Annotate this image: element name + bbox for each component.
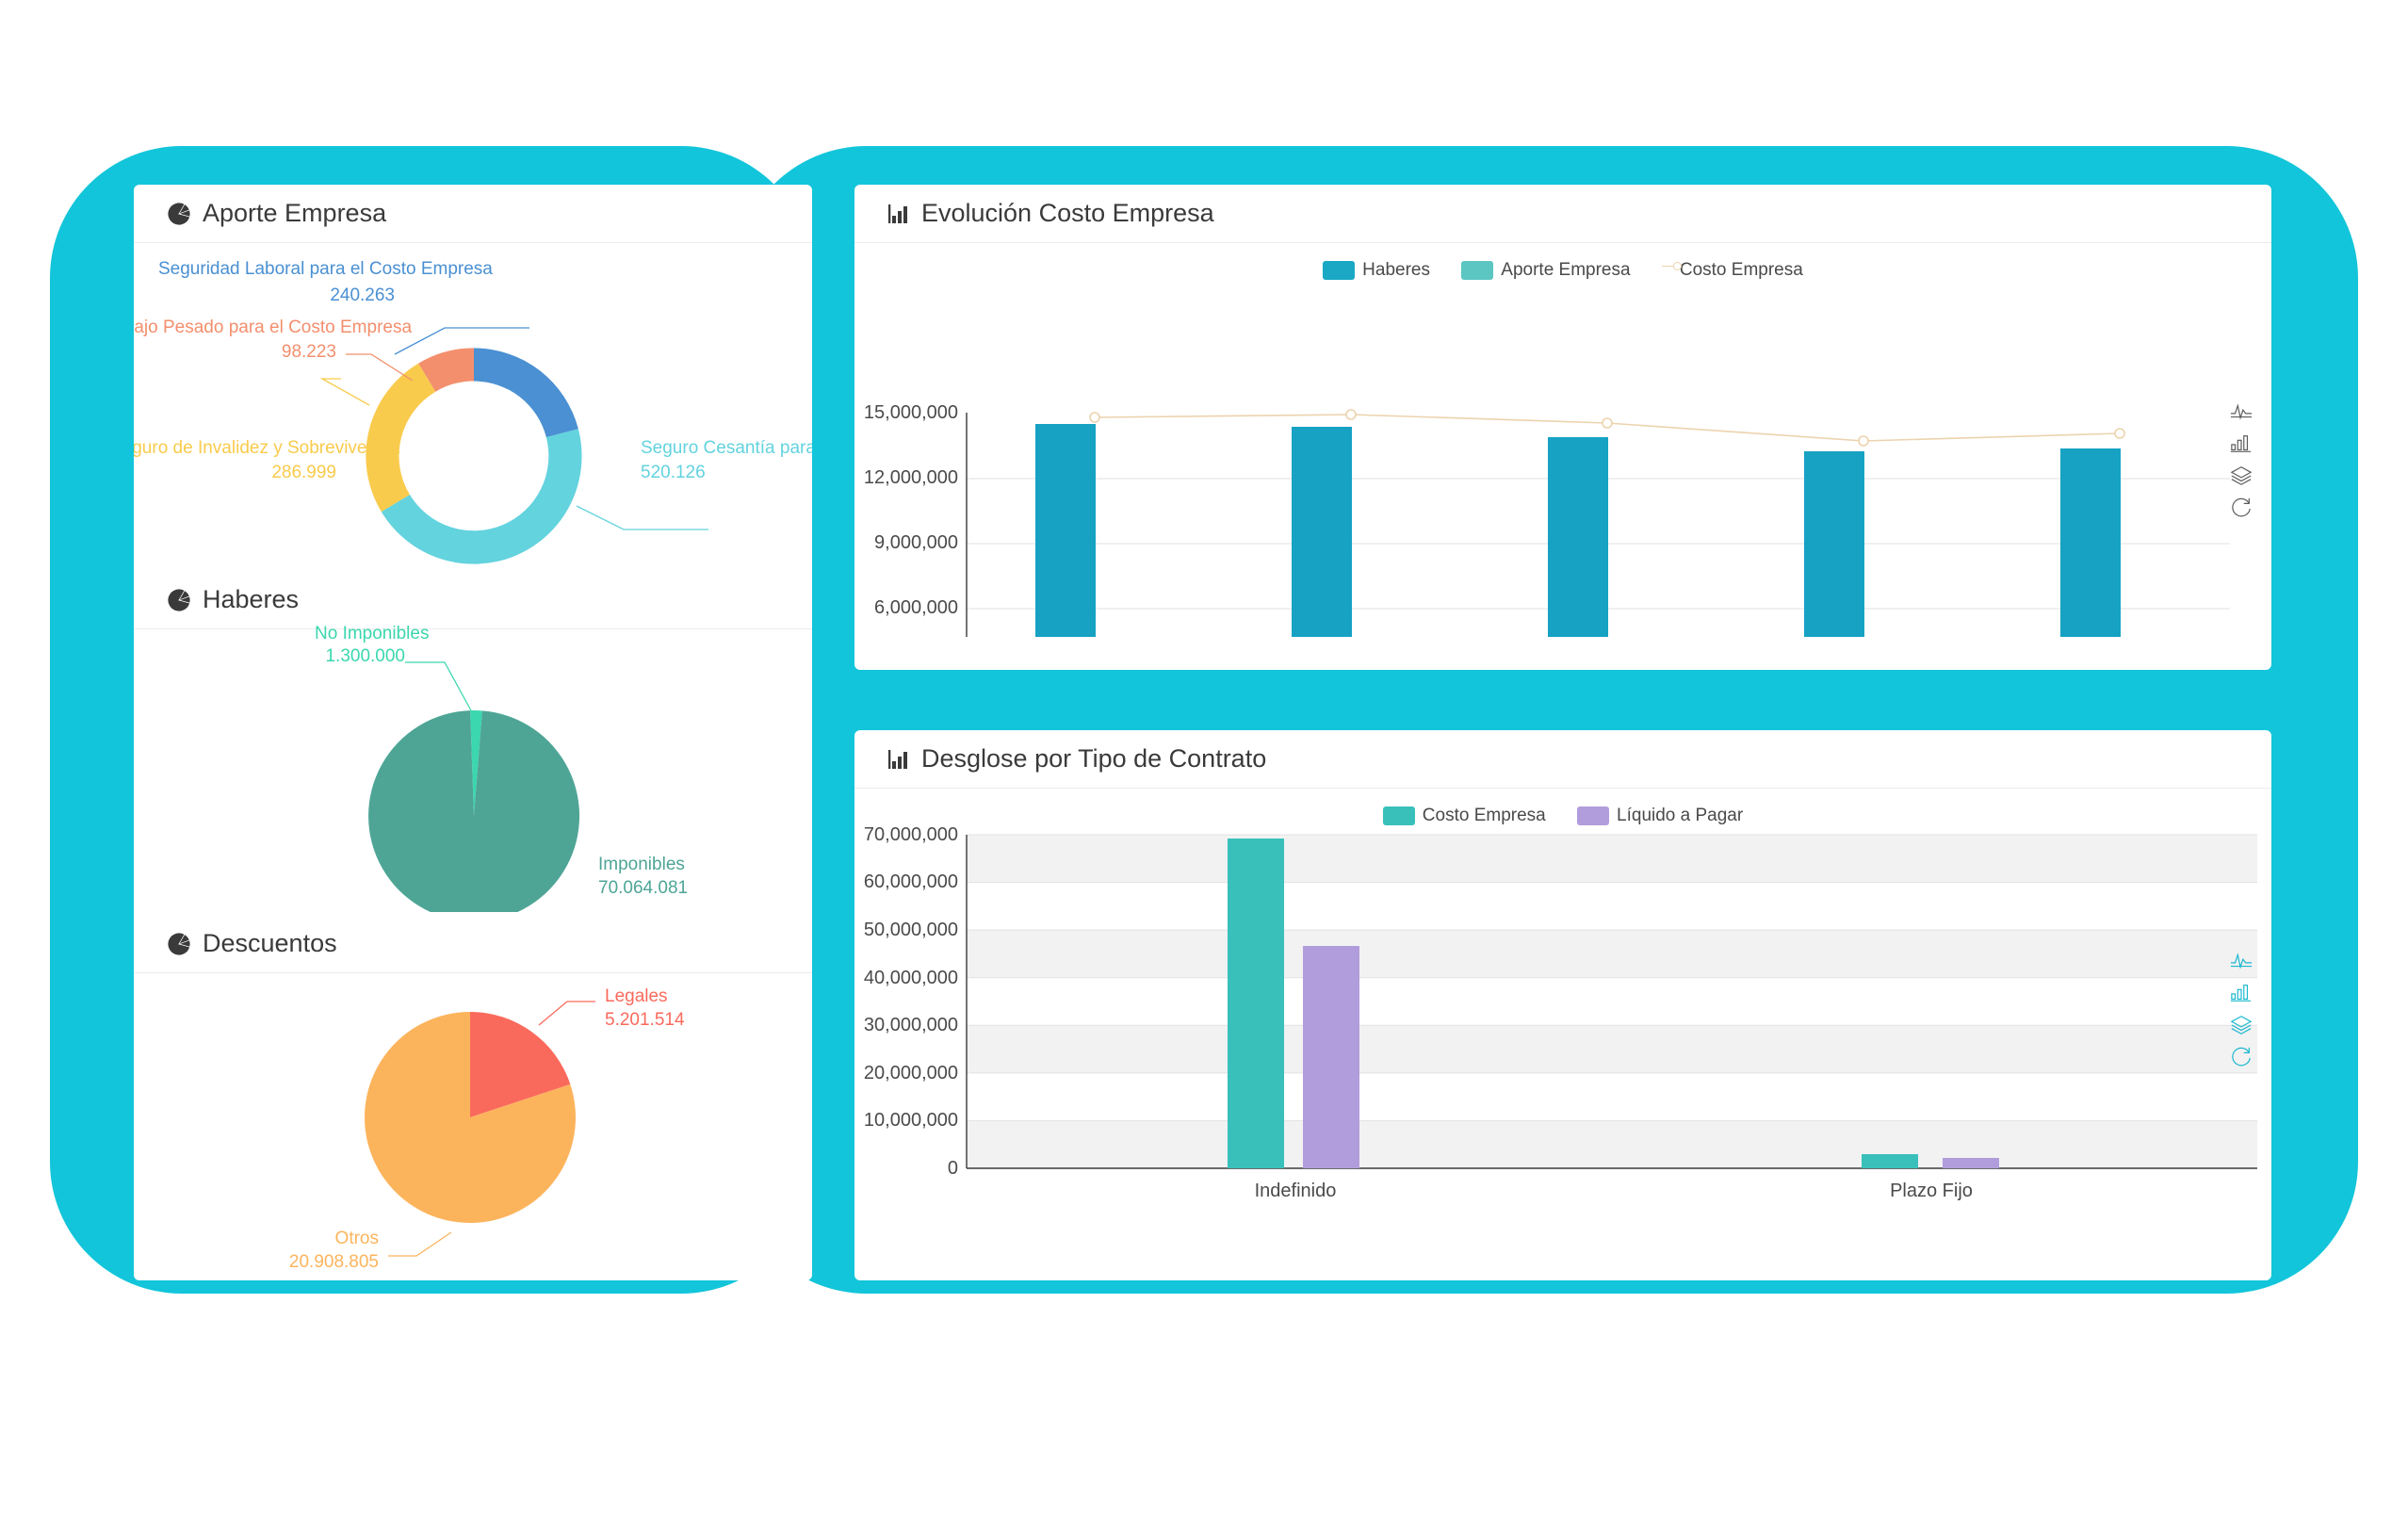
svg-text:30,000,000: 30,000,000: [864, 1015, 958, 1035]
svg-text:6,000,000: 6,000,000: [874, 597, 958, 618]
svg-text:0: 0: [948, 1158, 958, 1179]
svg-text:Indefinido: Indefinido: [1255, 1181, 1337, 1201]
svg-text:12,000,000: 12,000,000: [864, 467, 958, 488]
svg-text:10,000,000: 10,000,000: [864, 1110, 958, 1131]
svg-text:20,000,000: 20,000,000: [864, 1063, 958, 1083]
svg-text:40,000,000: 40,000,000: [864, 968, 958, 988]
svg-text:70,000,000: 70,000,000: [864, 824, 958, 845]
svg-text:50,000,000: 50,000,000: [864, 920, 958, 940]
svg-text:60,000,000: 60,000,000: [864, 872, 958, 892]
svg-text:Plazo Fijo: Plazo Fijo: [1890, 1181, 1973, 1201]
svg-text:9,000,000: 9,000,000: [874, 532, 958, 553]
svg-text:15,000,000: 15,000,000: [864, 402, 958, 423]
